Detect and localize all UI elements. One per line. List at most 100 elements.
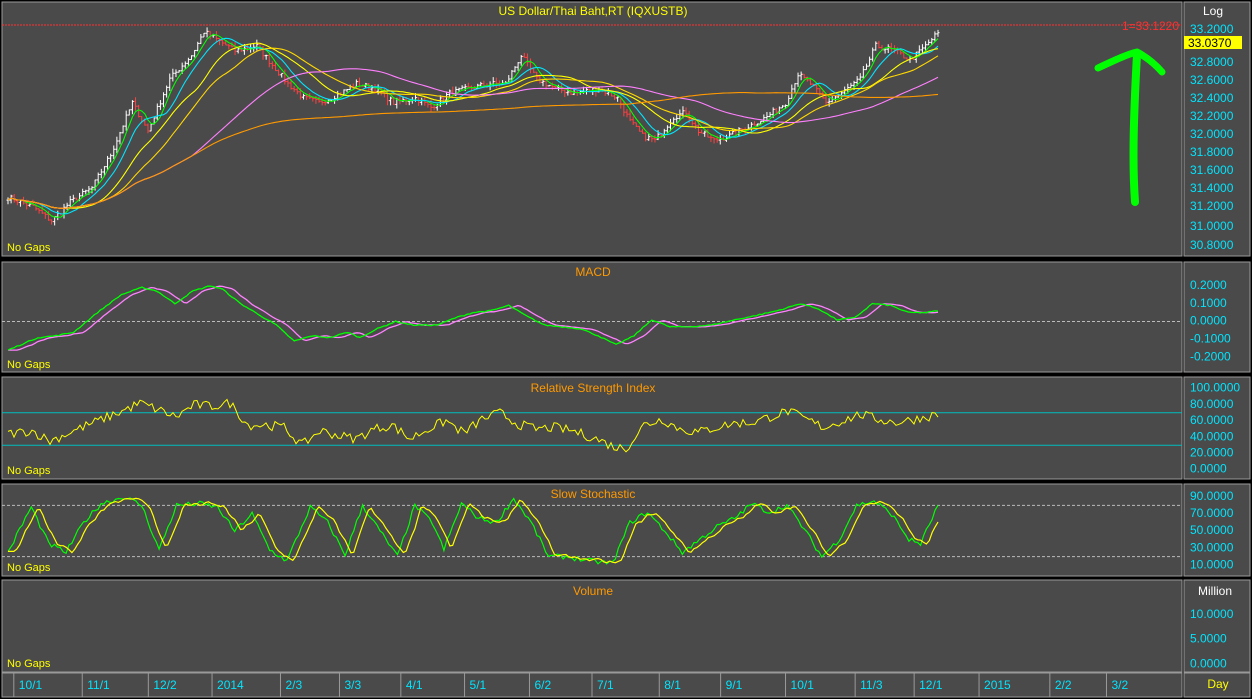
x-axis-tick-label: 2/2 xyxy=(1055,678,1072,692)
volume-axis-ticks: 10.0000 5.0000 0.0000 xyxy=(1190,607,1234,670)
ohlc-bar xyxy=(849,82,853,89)
rsi-axis-ticks: 100.0000 80.0000 60.0000 40.0000 20.0000 0.00… xyxy=(1190,381,1240,476)
volume-axis-tick-label: 0.0000 xyxy=(1190,656,1227,670)
ohlc-bar xyxy=(171,68,175,82)
ohlc-bar xyxy=(644,132,648,142)
macd-axis-tick-label: 0.0000 xyxy=(1190,314,1227,328)
price-chart-title: US Dollar/Thai Baht,RT (IQXUSTB) xyxy=(499,4,688,18)
ohlc-bar xyxy=(625,109,629,118)
ohlc-bar xyxy=(634,122,638,127)
x-axis-unit-label: Day xyxy=(1207,677,1228,691)
macd-panel[interactable] xyxy=(1,261,1183,373)
ohlc-bar xyxy=(168,73,172,91)
ohlc-bar xyxy=(790,84,794,99)
stochastic-axis-ticks: 90.0000 70.0000 50.0000 30.0000 10.0000 xyxy=(1190,489,1234,571)
ohlc-bar xyxy=(50,219,54,225)
ohlc-bar xyxy=(693,121,697,129)
ohlc-bar xyxy=(700,129,704,134)
ohlc-bar xyxy=(703,130,707,137)
ohlc-bar xyxy=(115,136,119,154)
stochastic-panel[interactable] xyxy=(1,483,1183,577)
ohlc-bar xyxy=(196,41,200,52)
macd-lines xyxy=(7,285,939,351)
stochastic-lines xyxy=(7,497,939,565)
stochastic-axis-panel xyxy=(1183,483,1251,577)
ohlc-bar xyxy=(930,37,934,45)
ohlc-bar xyxy=(68,195,72,209)
moving-average-line xyxy=(7,92,939,209)
ohlc-bar xyxy=(236,47,240,54)
ohlc-bar xyxy=(774,107,778,115)
ohlc-bar xyxy=(724,134,728,142)
ohlc-bar xyxy=(466,82,470,88)
ohlc-bar xyxy=(273,61,277,72)
x-axis-tick-label: 7/1 xyxy=(597,678,614,692)
ohlc-bar xyxy=(864,63,868,71)
x-axis-tick-label: 3/2 xyxy=(1111,678,1128,692)
reference-price-label: 1=33.1220 xyxy=(1122,19,1179,33)
ohlc-bar xyxy=(267,52,271,68)
ohlc-bar xyxy=(12,193,16,203)
price-nogaps-label: No Gaps xyxy=(7,242,51,254)
last-price-value: 33.0370 xyxy=(1188,36,1232,50)
x-axis-tick-label: 2014 xyxy=(217,678,244,692)
price-axis-tick-label: 31.8000 xyxy=(1190,145,1234,159)
ohlc-bar xyxy=(861,66,865,79)
ohlc-bar xyxy=(877,40,881,49)
ohlc-bar xyxy=(15,199,19,206)
ohlc-bar xyxy=(301,93,305,100)
rsi-panel[interactable] xyxy=(1,376,1183,480)
ohlc-bar xyxy=(71,194,75,203)
ohlc-bar xyxy=(99,168,103,179)
ohlc-bar xyxy=(883,48,887,54)
ohlc-bar xyxy=(102,166,106,177)
rsi-line-path xyxy=(7,398,939,453)
price-axis-tick-label: 31.6000 xyxy=(1190,163,1234,177)
rsi-nogaps-label: No Gaps xyxy=(7,465,51,477)
ohlc-bar xyxy=(106,155,110,171)
ohlc-bar xyxy=(277,69,281,76)
ohlc-bar xyxy=(183,61,187,69)
x-axis-tick-label: 10/1 xyxy=(791,678,815,692)
ohlc-bar xyxy=(631,116,635,125)
ohlc-bar xyxy=(665,125,669,134)
ohlc-bar xyxy=(933,31,937,43)
ohlc-bar xyxy=(28,203,32,207)
price-panel[interactable] xyxy=(1,1,1183,257)
price-axis-ticks: 33.2000 32.8000 32.6000 32.4000 32.2000 … xyxy=(1190,22,1234,252)
ohlc-bar xyxy=(190,55,194,61)
x-axis-tick-label: 11/3 xyxy=(860,678,883,692)
ohlc-bar xyxy=(697,121,701,136)
ohlc-bar xyxy=(868,56,872,67)
ohlc-bar xyxy=(563,89,567,98)
ohlc-bar xyxy=(641,128,645,134)
ohlc-bar xyxy=(690,118,694,126)
ohlc-bar xyxy=(672,117,676,125)
macd-nogaps-label: No Gaps xyxy=(7,359,51,371)
macd-signal-line xyxy=(8,285,939,351)
ohlc-bar xyxy=(647,133,651,141)
ohlc-bar xyxy=(124,110,128,131)
x-axis-tick-label: 6/2 xyxy=(534,678,551,692)
rsi-axis-panel xyxy=(1183,376,1251,480)
ohlc-bar xyxy=(871,47,875,62)
ohlc-bar xyxy=(417,97,421,106)
x-axis-tick-label: 5/1 xyxy=(470,678,487,692)
ohlc-bar xyxy=(815,83,819,94)
ohlc-bar xyxy=(162,92,166,108)
price-axis-tick-label: 31.4000 xyxy=(1190,181,1234,195)
stochastic-title: Slow Stochastic xyxy=(551,487,636,501)
ohlc-bar xyxy=(494,77,498,89)
ohlc-bar xyxy=(920,44,924,55)
ohlc-bar xyxy=(808,78,812,86)
ohlc-bar xyxy=(513,66,517,73)
ohlc-bar xyxy=(569,88,573,96)
volume-panel[interactable] xyxy=(1,579,1183,673)
ohlc-bar xyxy=(134,97,138,111)
ohlc-bar xyxy=(858,73,862,82)
x-axis-tick-label: 11/1 xyxy=(87,678,110,692)
stochastic-axis-tick-label: 30.0000 xyxy=(1190,540,1234,554)
ohlc-bar xyxy=(305,94,309,101)
ohlc-bar xyxy=(264,54,268,60)
macd-line xyxy=(7,285,939,351)
